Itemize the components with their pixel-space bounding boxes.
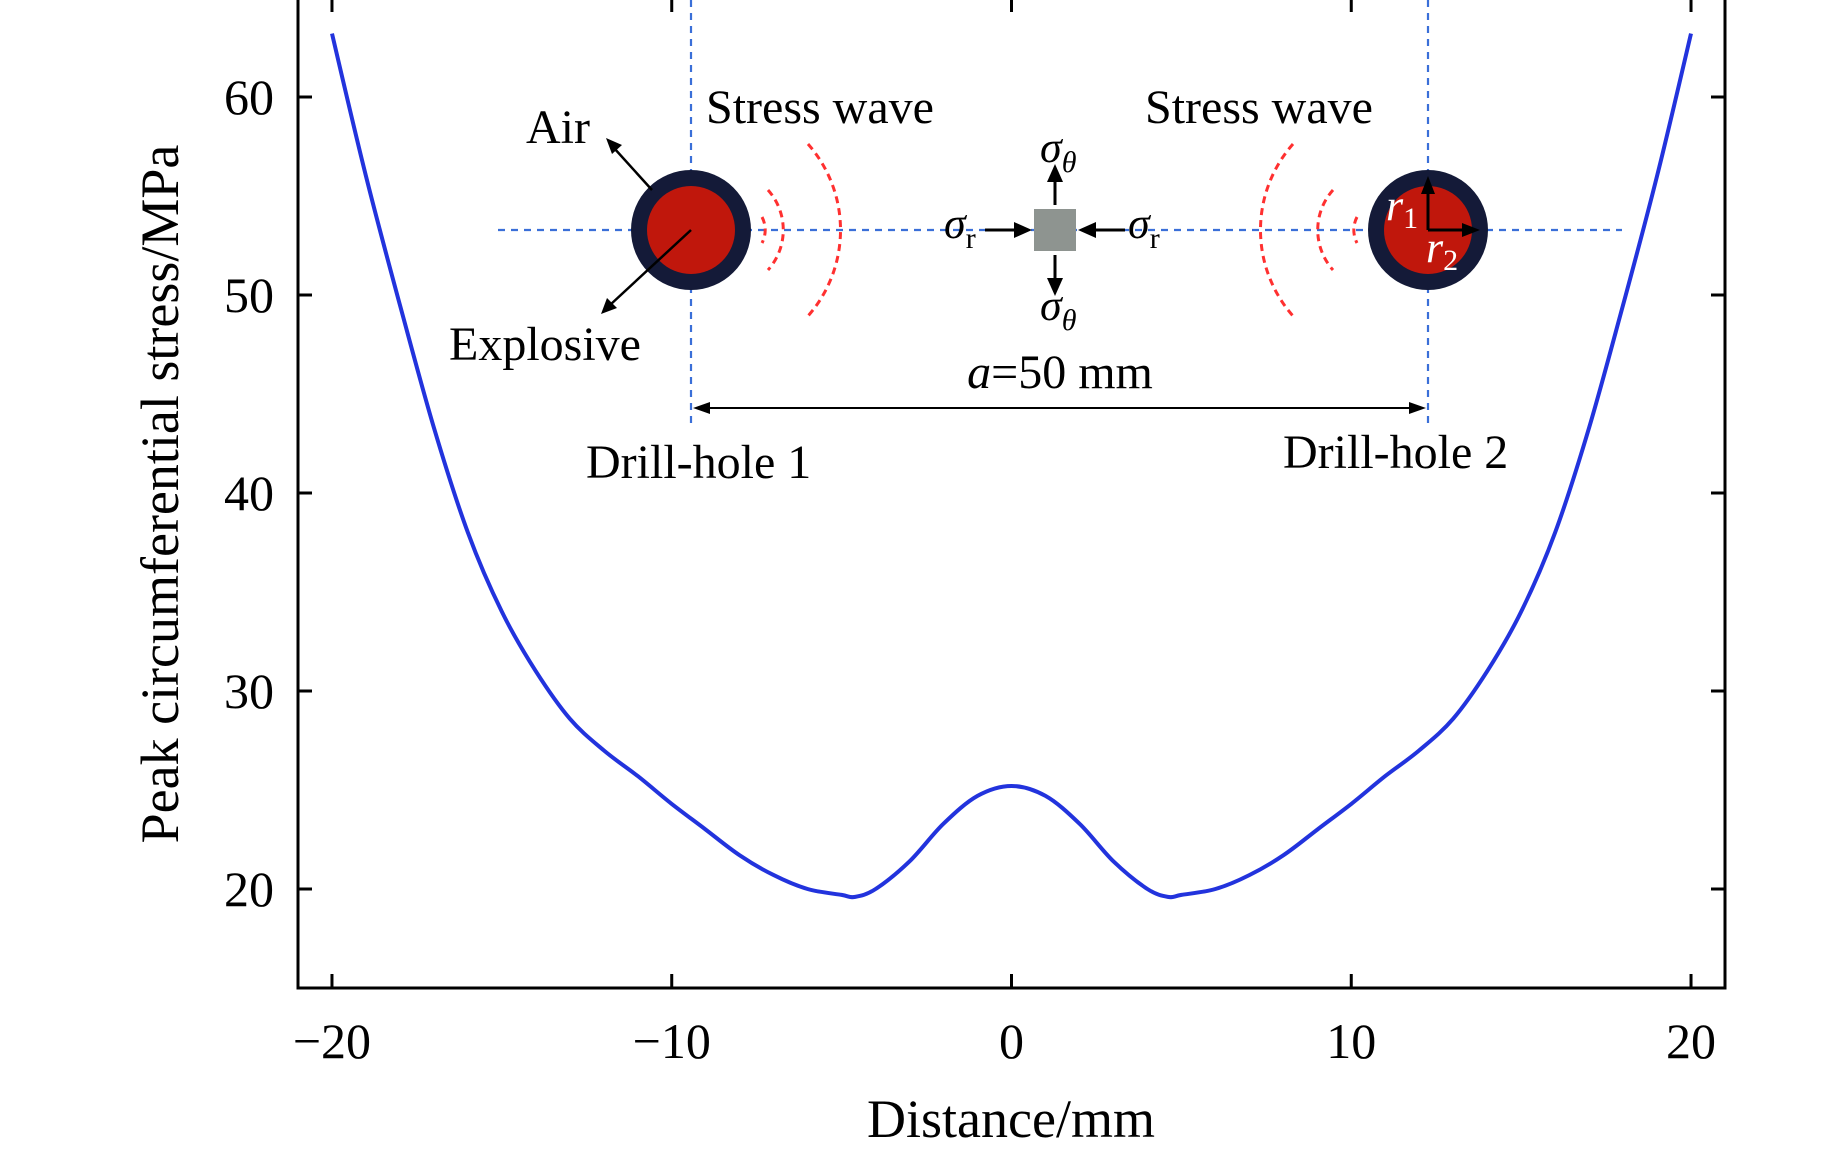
y-tick-label: 20 (224, 861, 274, 917)
explosive-pointer-line (609, 229, 692, 306)
stress-wave-arc-right-1 (1352, 216, 1359, 244)
air-label: Air (526, 101, 590, 154)
x-tick-label: 0 (999, 1013, 1024, 1069)
drill-hole-1-label: Drill-hole 1 (586, 436, 811, 489)
r2-label: r2 (1426, 223, 1458, 277)
x-axis: −20 −10 0 10 20 (293, 0, 1716, 1069)
sigma-theta-bottom-arrowhead (1047, 278, 1063, 296)
x-tick-label: 10 (1326, 1013, 1376, 1069)
plot-frame (296, 0, 1727, 990)
spacing-label: a=50 mm (967, 346, 1153, 399)
sigma-r-right-arrowhead (1078, 222, 1096, 238)
y-tick-label: 30 (224, 663, 274, 719)
stress-wave-label-right: Stress wave (1145, 81, 1373, 134)
y-tick-label: 60 (224, 69, 274, 125)
sigma-r-left-label: σr (944, 199, 976, 255)
sigma-theta-top-label: σθ (1040, 123, 1077, 179)
stress-wave-arc-right-3 (1258, 143, 1295, 317)
r1-label: r1 (1386, 181, 1418, 235)
air-pointer-arrowhead (606, 138, 622, 154)
stress-wave-arc-left-2 (766, 189, 785, 271)
inset-schematic: σθ σθ σr σr Air Explosive Stress wave St… (449, 0, 1622, 489)
explosive-pointer-arrowhead (601, 298, 617, 314)
y-tick-label: 50 (224, 267, 274, 323)
sigma-theta-bottom-label: σθ (1040, 281, 1077, 337)
stress-element-square (1034, 209, 1076, 251)
x-axis-title: Distance/mm (867, 1089, 1155, 1149)
sigma-r-right-label: σr (1128, 199, 1160, 255)
r1-arrowhead (1421, 176, 1435, 194)
r2-arrowhead (1462, 223, 1480, 237)
y-tick-label: 40 (224, 465, 274, 521)
x-tick-label: −10 (633, 1013, 711, 1069)
spacing-arrowhead-left (693, 402, 710, 414)
drill-hole-2-label: Drill-hole 2 (1283, 426, 1508, 479)
series-line-peak-stress (330, 33, 1693, 900)
air-pointer-line (613, 147, 653, 191)
spacing-arrowhead-right (1409, 402, 1426, 414)
y-axis: 20 30 40 50 60 (224, 69, 1725, 917)
x-tick-label: −20 (293, 1013, 371, 1069)
stress-wave-arc-left-1 (760, 216, 767, 244)
stress-wave-arc-left-3 (806, 143, 843, 317)
explosive-label: Explosive (449, 318, 641, 371)
sigma-theta-top-arrowhead (1047, 164, 1063, 182)
sigma-r-left-arrowhead (1014, 222, 1032, 238)
x-tick-label: 20 (1666, 1013, 1716, 1069)
stress-wave-label-left: Stress wave (706, 81, 934, 134)
y-axis-title: Peak circumferential stress/MPa (130, 145, 190, 844)
stress-wave-arc-right-2 (1316, 189, 1335, 271)
